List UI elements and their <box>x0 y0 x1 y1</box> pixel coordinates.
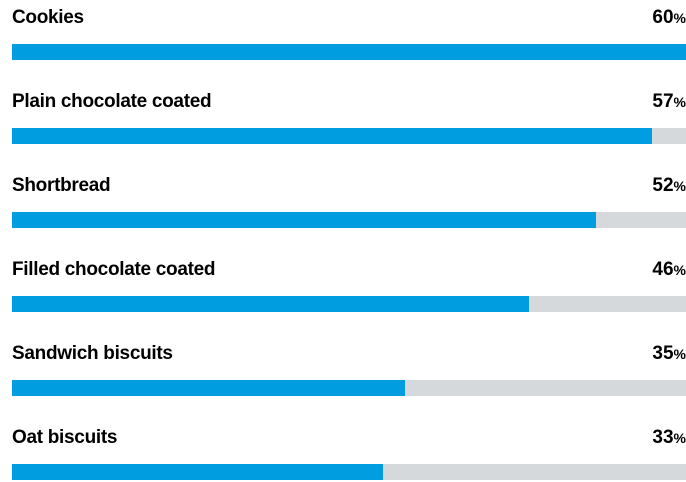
value-unit: % <box>673 178 686 194</box>
bar-track <box>12 464 686 480</box>
value-label: 52% <box>652 172 686 200</box>
bar <box>12 296 529 312</box>
bar <box>12 464 383 480</box>
value-number: 52 <box>652 175 674 196</box>
value-label: 60% <box>652 4 686 32</box>
bar-label-line: Cookies 60% <box>12 4 686 32</box>
bar-label-line: Shortbread 52% <box>12 172 686 200</box>
bar-row: Cookies 60% <box>12 4 686 62</box>
bar-label-line: Plain chocolate coated 57% <box>12 88 686 116</box>
bar-row: Oat biscuits 33% <box>12 424 686 482</box>
bar <box>12 128 652 144</box>
bar-row: Shortbread 52% <box>12 172 686 230</box>
bar-track <box>12 296 686 312</box>
value-unit: % <box>673 346 686 362</box>
category-label: Filled chocolate coated <box>12 259 216 280</box>
value-number: 60 <box>652 7 674 28</box>
bar-track <box>12 44 686 60</box>
value-unit: % <box>673 94 686 110</box>
bar <box>12 212 596 228</box>
value-number: 35 <box>652 343 674 364</box>
value-number: 46 <box>652 259 674 280</box>
category-label: Cookies <box>12 7 84 28</box>
value-label: 33% <box>652 424 686 452</box>
value-number: 57 <box>652 91 674 112</box>
value-label: 57% <box>652 88 686 116</box>
bar-row: Plain chocolate coated 57% <box>12 88 686 146</box>
bar-label-line: Filled chocolate coated 46% <box>12 256 686 284</box>
value-unit: % <box>673 10 686 26</box>
category-label: Plain chocolate coated <box>12 91 212 112</box>
category-label: Shortbread <box>12 175 111 196</box>
value-label: 46% <box>652 256 686 284</box>
bar-track <box>12 128 686 144</box>
bar-track <box>12 212 686 228</box>
value-label: 35% <box>652 340 686 368</box>
bar <box>12 44 686 60</box>
bar-row: Filled chocolate coated 46% <box>12 256 686 314</box>
value-unit: % <box>673 430 686 446</box>
bar-row: Sandwich biscuits 35% <box>12 340 686 398</box>
category-label: Oat biscuits <box>12 427 118 448</box>
value-unit: % <box>673 262 686 278</box>
bar-label-line: Sandwich biscuits 35% <box>12 340 686 368</box>
category-label: Sandwich biscuits <box>12 343 173 364</box>
bar <box>12 380 405 396</box>
value-number: 33 <box>652 427 674 448</box>
bar-track <box>12 380 686 396</box>
bar-label-line: Oat biscuits 33% <box>12 424 686 452</box>
